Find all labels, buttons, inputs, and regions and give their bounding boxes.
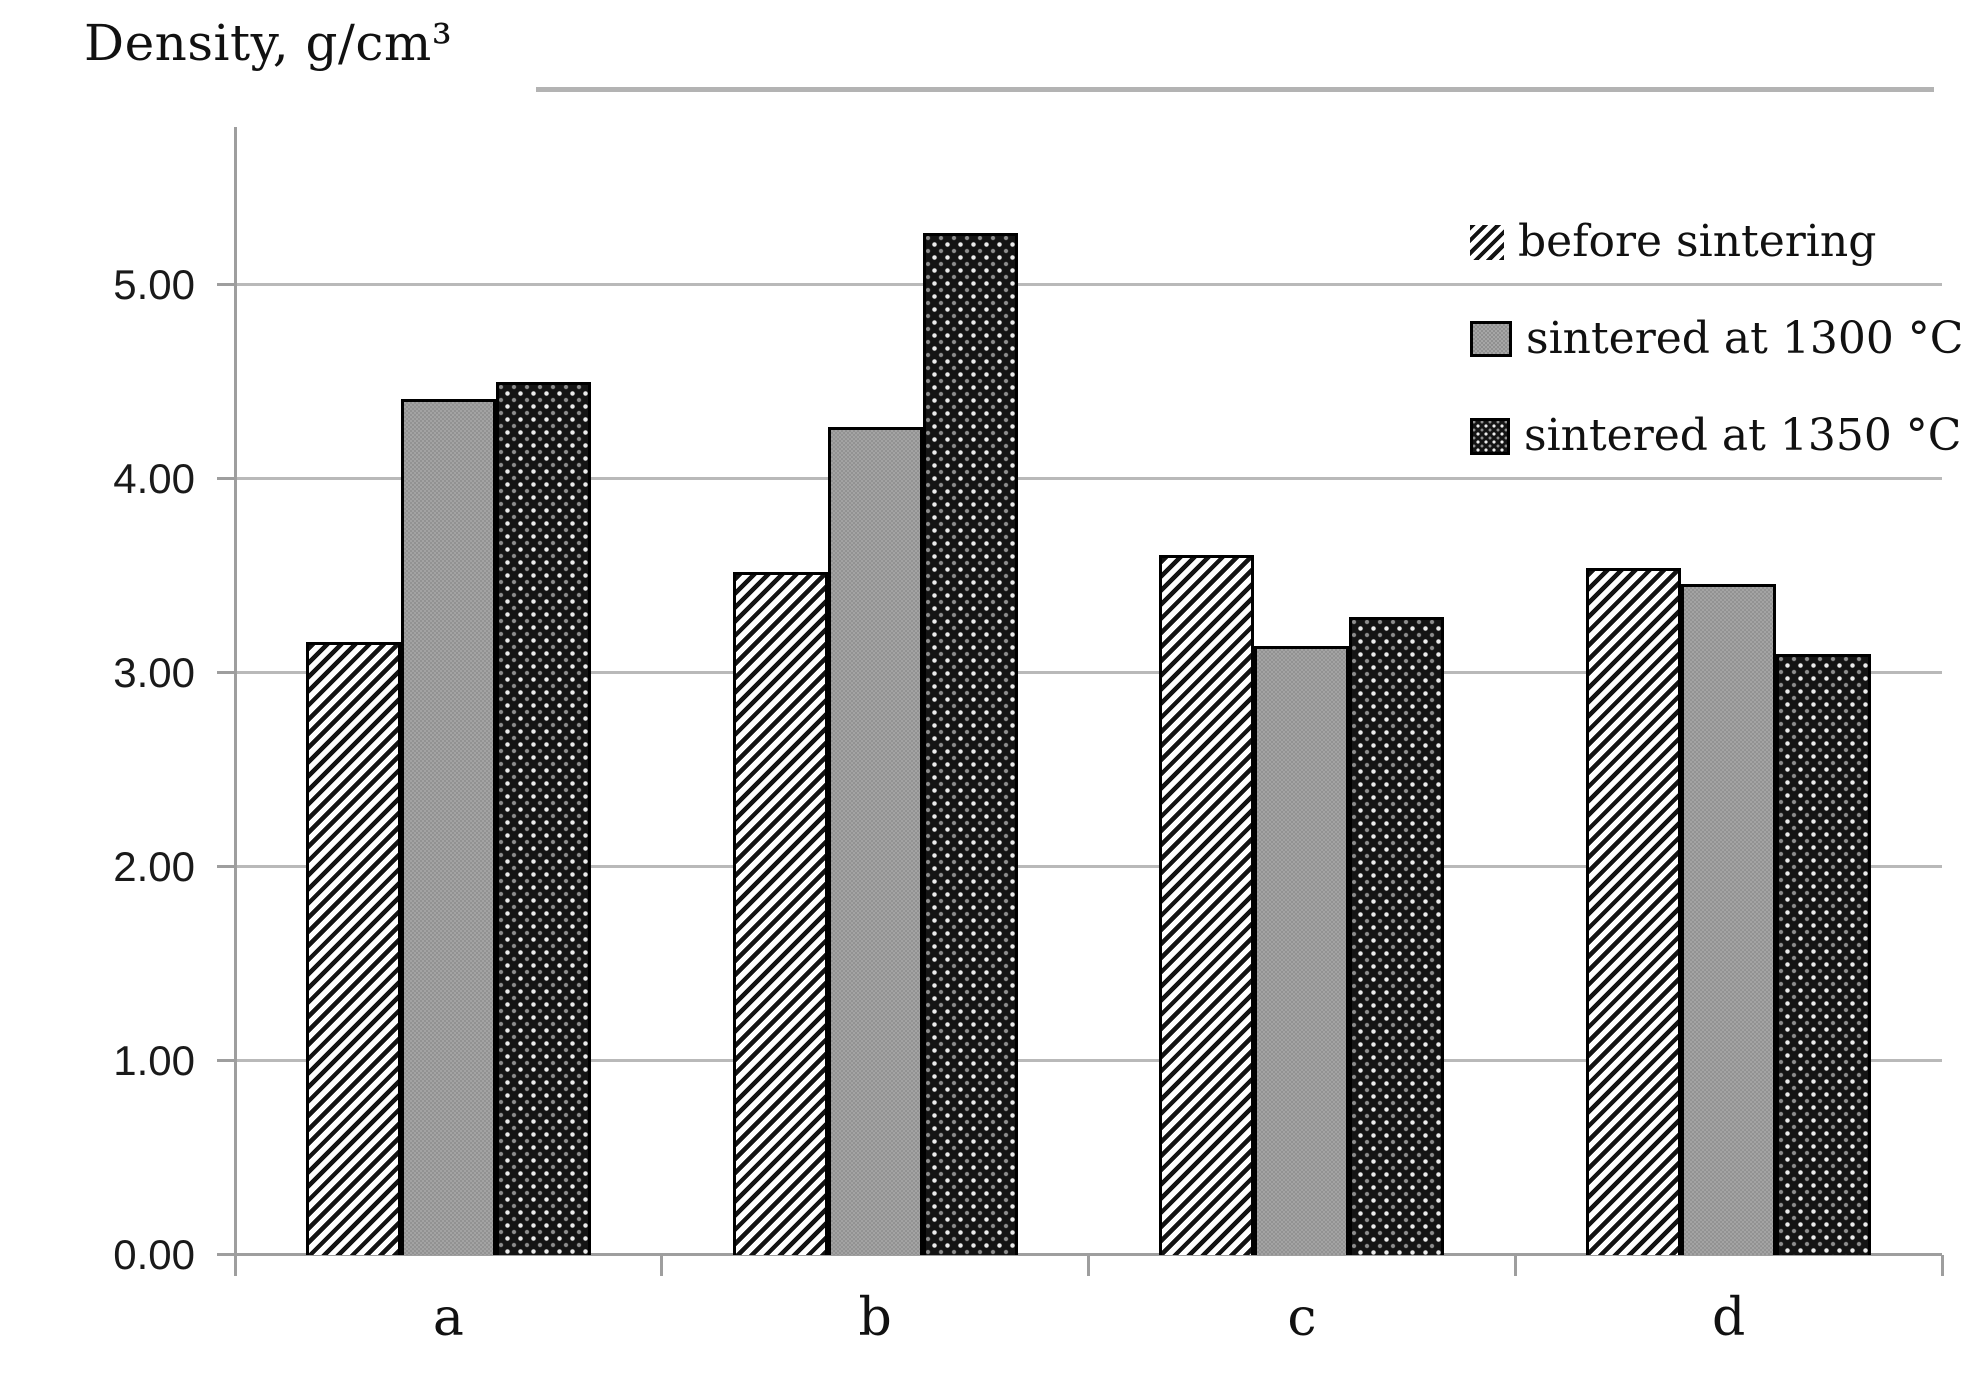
y-tick-1.00 bbox=[217, 1059, 235, 1062]
bar-d-series-3 bbox=[1776, 653, 1872, 1255]
y-tick-label-3.00: 3.00 bbox=[113, 649, 195, 696]
bar-group-a bbox=[235, 127, 662, 1255]
bar-a-series-2 bbox=[400, 399, 496, 1255]
category-label-a: a bbox=[432, 1288, 464, 1348]
bar-a-series-1 bbox=[305, 641, 401, 1255]
legend-item-2: sintered at 1300 °C bbox=[1470, 312, 1963, 366]
category-boundary-tick-2 bbox=[1087, 1255, 1090, 1276]
y-tick-0.00 bbox=[217, 1253, 235, 1256]
category-label-d: d bbox=[1711, 1288, 1746, 1348]
bar-d-series-2 bbox=[1681, 583, 1777, 1255]
bar-group-b bbox=[662, 127, 1089, 1255]
bar-c-series-2 bbox=[1254, 645, 1350, 1255]
y-tick-5.00 bbox=[217, 283, 235, 286]
legend-item-3: sintered at 1350 °C bbox=[1470, 409, 1961, 463]
gridline-3.00 bbox=[235, 671, 1942, 674]
bar-group-d bbox=[1515, 127, 1942, 1255]
category-label-c: c bbox=[1287, 1288, 1317, 1348]
bar-c-series-1 bbox=[1159, 554, 1255, 1255]
y-tick-3.00 bbox=[217, 671, 235, 674]
bar-group-c bbox=[1089, 127, 1516, 1255]
y-tick-label-4.00: 4.00 bbox=[113, 455, 195, 502]
legend-swatch-dots-icon bbox=[1470, 417, 1510, 455]
bar-a-series-3 bbox=[495, 382, 591, 1255]
plot-area bbox=[217, 127, 1944, 1276]
gridline-1.00 bbox=[235, 1059, 1942, 1062]
y-tick-label-2.00: 2.00 bbox=[113, 843, 195, 890]
category-boundary-tick-1 bbox=[660, 1255, 664, 1276]
category-label-b: b bbox=[858, 1288, 892, 1348]
legend-swatch-gray-icon bbox=[1470, 321, 1512, 357]
gridline-4.00 bbox=[235, 477, 1942, 480]
category-boundary-tick-3 bbox=[1513, 1255, 1517, 1276]
top-rule bbox=[536, 87, 1934, 92]
bar-b-series-1 bbox=[732, 572, 828, 1255]
gridline-2.00 bbox=[235, 865, 1942, 868]
legend-swatch-hatch-icon bbox=[1470, 224, 1504, 260]
legend-label-2: sintered at 1300 °C bbox=[1526, 313, 1964, 364]
y-tick-label-0.00: 0.00 bbox=[113, 1231, 195, 1278]
bar-b-series-2 bbox=[827, 426, 923, 1255]
y-tick-label-1.00: 1.00 bbox=[113, 1037, 195, 1084]
category-boundary-tick-4 bbox=[1940, 1255, 1944, 1276]
legend-item-1: before sintering bbox=[1470, 215, 1876, 269]
y-tick-4.00 bbox=[217, 477, 235, 480]
chart-title: Density, g/cm³ bbox=[84, 14, 453, 72]
y-tick-2.00 bbox=[217, 865, 235, 868]
y-tick-label-5.00: 5.00 bbox=[113, 261, 195, 308]
category-boundary-tick-0 bbox=[233, 1255, 237, 1276]
gridline-5.00 bbox=[235, 283, 1942, 286]
bar-d-series-1 bbox=[1586, 568, 1682, 1255]
bar-b-series-3 bbox=[922, 232, 1018, 1255]
bar-c-series-3 bbox=[1349, 616, 1445, 1255]
x-axis-line bbox=[217, 1253, 1942, 1256]
y-axis-line bbox=[234, 127, 237, 1255]
legend-label-3: sintered at 1350 °C bbox=[1524, 410, 1962, 461]
legend-label-1: before sintering bbox=[1518, 216, 1877, 267]
